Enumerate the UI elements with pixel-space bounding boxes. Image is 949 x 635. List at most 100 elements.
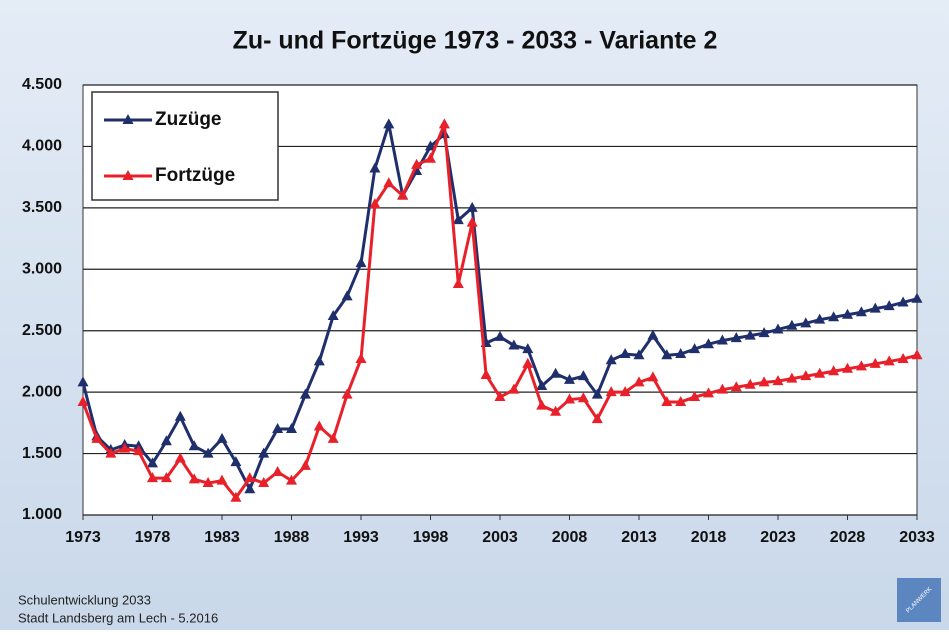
x-tick-label: 1998 (413, 529, 449, 546)
legend (91, 91, 279, 201)
point (369, 198, 381, 209)
point (619, 348, 631, 359)
point (800, 317, 812, 328)
point (299, 388, 311, 399)
point (286, 423, 297, 433)
y-tick-label: 3.000 (22, 261, 62, 278)
point (703, 387, 714, 398)
point (508, 383, 520, 394)
point (258, 447, 270, 458)
x-tick-label: 2033 (899, 529, 935, 546)
point (689, 391, 701, 402)
point (202, 477, 214, 488)
x-tick-label: 1988 (274, 529, 310, 546)
point (855, 360, 867, 371)
point (911, 292, 923, 303)
chart-title: Zu- und Fortzüge 1973 - 2033 - Variante … (233, 27, 718, 55)
point (341, 388, 353, 399)
x-tick-label: 2023 (760, 529, 796, 546)
point (786, 372, 798, 383)
point (244, 472, 256, 483)
point (522, 343, 534, 354)
point (341, 290, 353, 301)
point (550, 405, 562, 416)
point (508, 339, 520, 350)
point (383, 177, 395, 188)
x-tick-label: 2013 (621, 529, 657, 546)
point (160, 435, 172, 446)
y-tick-label: 2.500 (22, 322, 62, 339)
point (661, 395, 673, 406)
point (452, 214, 464, 225)
point (911, 349, 923, 360)
point (703, 338, 714, 349)
point (605, 354, 617, 365)
x-tick-label: 2028 (830, 529, 866, 546)
point (716, 334, 728, 345)
point (133, 445, 145, 456)
point (536, 380, 548, 390)
point (494, 330, 506, 341)
point (730, 381, 742, 392)
point (522, 357, 534, 368)
point (147, 472, 158, 483)
point (202, 447, 214, 458)
point (869, 302, 881, 313)
point (369, 162, 381, 173)
logo (897, 578, 941, 622)
point (91, 432, 103, 443)
point (675, 348, 687, 359)
point (591, 388, 603, 399)
point (828, 365, 840, 376)
y-tick-label: 2.000 (22, 383, 62, 400)
x-tick-label: 2018 (691, 529, 727, 546)
point (897, 352, 909, 363)
point (355, 257, 367, 268)
point (480, 368, 492, 379)
x-tick-label: 1978 (135, 529, 171, 546)
point (564, 393, 575, 404)
point (494, 391, 506, 402)
x-tick-label: 1973 (65, 529, 101, 546)
point (119, 442, 131, 453)
point (758, 327, 770, 338)
point (577, 392, 589, 403)
point (744, 378, 756, 389)
point (452, 278, 464, 289)
point (425, 152, 436, 163)
point (188, 440, 200, 451)
point (466, 216, 478, 227)
point (327, 432, 339, 443)
point (174, 410, 186, 421)
point (758, 376, 770, 387)
point (786, 319, 798, 330)
point (814, 367, 826, 378)
x-tick-label: 1983 (204, 529, 240, 546)
point (591, 413, 603, 424)
point (244, 483, 256, 494)
point (313, 420, 325, 431)
point (675, 395, 687, 406)
point (800, 370, 812, 381)
point (564, 373, 575, 384)
point (716, 383, 728, 394)
point (633, 376, 645, 387)
point (313, 355, 325, 366)
point (828, 311, 840, 322)
point (814, 313, 826, 324)
point (550, 367, 562, 378)
point (397, 189, 409, 200)
x-tick-label: 2003 (482, 529, 518, 546)
point (661, 349, 673, 360)
y-tick-label: 1.000 (22, 506, 62, 523)
point (577, 370, 589, 381)
point (383, 118, 395, 129)
point (647, 371, 659, 382)
point (355, 352, 367, 363)
point (77, 395, 89, 406)
point (327, 309, 339, 320)
point (286, 474, 297, 485)
point (272, 466, 284, 476)
point (633, 349, 645, 360)
